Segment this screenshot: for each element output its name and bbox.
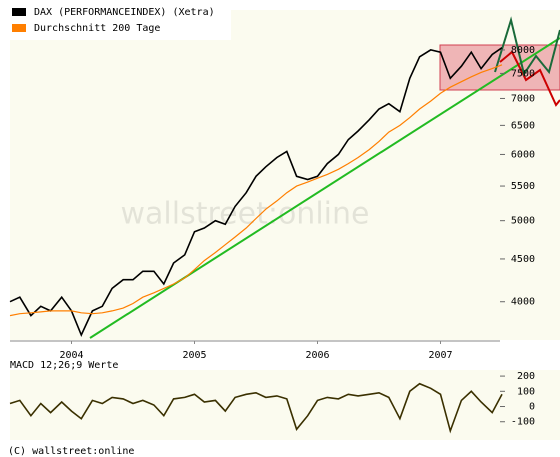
y-tick-label: 6000 [511,149,535,160]
x-tick-label: 2004 [59,350,83,361]
legend: DAX (PERFORMANCEINDEX) (Xetra) Durchschni… [12,7,215,34]
legend-box [6,4,231,40]
y-tick-label: 0 [529,402,535,413]
footer: (C) wallstreet:online [8,446,134,457]
macd-panel [10,370,560,440]
y-tick-label: 5000 [511,216,535,227]
y-tick-label: 7500 [511,68,535,79]
series-line [9,47,503,338]
y-tick-label: 4500 [511,254,535,265]
watermark: wallstreet:online [121,197,370,232]
plot: 4000 4500 5000 5500 6000 6500 7000 7500 8000 2004… [9,45,535,434]
green-projection [494,16,560,77]
legend-swatch [12,8,26,16]
series-line [9,64,503,317]
x-tick-label: 2005 [182,350,206,361]
legend-label: DAX (PERFORMANCEINDEX) (Xetra) [34,7,215,18]
y-tick-label: 7000 [511,93,535,104]
y-tick-label: 200 [517,371,535,382]
macd-title: MACD 12;26;9 Werte [10,360,118,371]
trend-line [89,37,560,339]
y-tick-label: -100 [511,417,535,428]
y-tick-label: 100 [517,386,535,397]
legend-swatch [12,24,26,32]
y-tick-label: 6500 [511,120,535,131]
y-tick-label: 8000 [511,45,535,56]
x-tick-label: 2007 [428,350,452,361]
y-tick-label: 5500 [511,181,535,192]
main-panel [10,10,560,340]
red-projection [499,50,560,107]
series-line [9,382,503,434]
x-tick-label: 2006 [305,350,329,361]
watermark-group: wallstreet:online [121,197,370,232]
y-tick-label: 4000 [511,297,535,308]
legend-label: Durchschnitt 200 Tage [34,23,160,34]
